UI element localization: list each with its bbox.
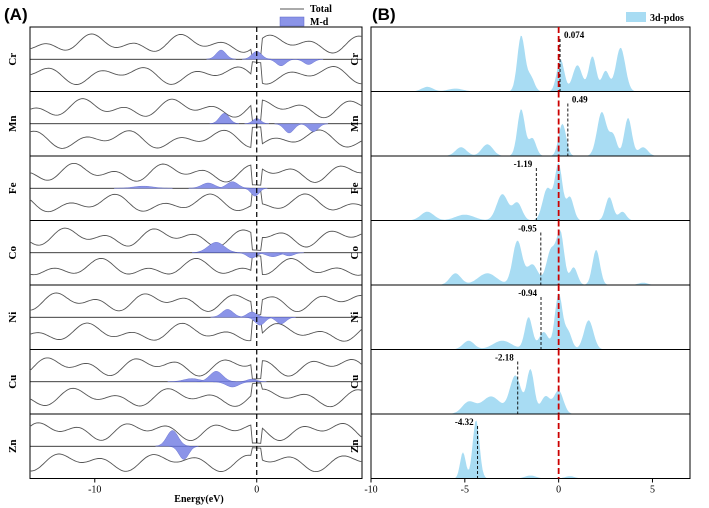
panel-b-x-tick-label: 5 xyxy=(650,485,655,496)
panel-a-row-mn: Mn xyxy=(7,91,363,157)
legend-md-swatch xyxy=(279,16,305,27)
row-label-cu: Cu xyxy=(349,375,361,389)
metal-d-dos-peak xyxy=(245,317,275,326)
metal-d-dos-peak xyxy=(242,188,268,197)
legend-3d-pdos-swatch xyxy=(626,12,646,22)
metal-d-dos-peak xyxy=(209,113,239,124)
total-dos-spin-up-line xyxy=(29,227,363,251)
legend-3d-pdos-label: 3d-pdos xyxy=(650,13,684,24)
total-dos-spin-down-line xyxy=(29,126,363,149)
legend-md-label: M-d xyxy=(310,17,329,28)
row-label-cr: Cr xyxy=(7,53,19,66)
row-label-mn: Mn xyxy=(349,116,361,133)
panel-a-tag: (A) xyxy=(4,5,28,24)
3d-pdos-area xyxy=(371,229,690,285)
metal-d-dos-peak xyxy=(266,317,296,325)
total-dos-spin-down-line xyxy=(29,382,363,408)
3d-pdos-area xyxy=(371,293,690,350)
panel-a-row-ni: Ni xyxy=(7,284,363,350)
total-dos-spin-up-line xyxy=(29,357,363,380)
metal-d-dos-peak xyxy=(191,242,241,253)
panel-a-row-cr: Cr xyxy=(7,26,363,92)
metal-d-dos-peak xyxy=(155,430,190,447)
total-dos-spin-up-line xyxy=(29,98,363,122)
metal-d-dos-peak xyxy=(114,186,173,189)
total-dos-spin-up-line xyxy=(29,422,363,444)
panel-b-row-cu: -2.18 Cu xyxy=(349,349,691,415)
row-frame xyxy=(370,413,691,479)
total-dos-spin-down-line xyxy=(29,319,363,342)
panel-a-legend: Total M-d xyxy=(279,4,332,28)
row-label-co: Co xyxy=(349,246,361,260)
d-band-center-label: 0.49 xyxy=(572,95,588,105)
panel-b-x-tick-label: -5 xyxy=(461,485,469,496)
metal-d-dos-peak xyxy=(274,252,304,257)
metal-d-dos-peak xyxy=(293,59,324,65)
metal-d-dos-peak xyxy=(274,123,304,134)
panel-b-tag: (B) xyxy=(372,5,396,24)
panel-a-row-fe: Fe xyxy=(7,155,363,221)
3d-pdos-area xyxy=(371,368,690,414)
total-dos-spin-down-line xyxy=(29,255,363,276)
panel-a-x-axis-title: Energy(eV) xyxy=(174,494,223,505)
3d-pdos-area xyxy=(371,162,690,221)
row-label-ni: Ni xyxy=(7,312,19,323)
d-band-center-label: -0.95 xyxy=(518,224,537,234)
metal-d-dos-peak xyxy=(210,309,245,318)
3d-pdos-area xyxy=(371,109,690,156)
metal-d-dos-peak xyxy=(215,181,250,189)
d-band-center-label: -2.18 xyxy=(495,353,514,363)
row-label-cr: Cr xyxy=(349,53,361,66)
metal-d-dos-peak xyxy=(237,311,267,318)
legend-total-label: Total xyxy=(310,4,332,15)
panel-b-x-tick-label: -10 xyxy=(364,485,377,496)
panel-a-row-co: Co xyxy=(7,220,363,286)
d-band-center-label: 0.074 xyxy=(564,30,585,40)
3d-pdos-area xyxy=(371,420,690,479)
row-label-mn: Mn xyxy=(7,116,19,133)
metal-d-dos-peak xyxy=(206,49,236,60)
panel-b-3d-pdos: (B) 0.074 Cr 0.49 Mn -1.19 Fe -0.95 Co -0.94 Ni -2… xyxy=(349,5,691,496)
panel-b-row-cr: 0.074 Cr xyxy=(349,26,691,92)
metal-d-dos-peak xyxy=(298,123,329,132)
panel-b-legend: 3d-pdos xyxy=(626,12,684,24)
metal-d-dos-peak xyxy=(266,59,296,67)
panel-a-row-zn: Zn xyxy=(7,413,363,479)
total-dos-spin-up-line xyxy=(29,33,363,59)
panel-a-row-cu: Cu xyxy=(7,349,363,415)
panel-b-row-ni: -0.94 Ni xyxy=(349,284,691,350)
d-band-center-label: -4.32 xyxy=(455,417,474,427)
3d-pdos-area xyxy=(371,35,690,92)
metal-d-dos-peak xyxy=(212,381,252,388)
row-label-co: Co xyxy=(7,246,19,260)
row-label-cu: Cu xyxy=(7,375,19,389)
total-dos-spin-down-line xyxy=(29,190,363,213)
panel-b-row-mn: 0.49 Mn xyxy=(349,91,691,157)
panel-b-x-tick-label: 0 xyxy=(556,485,561,496)
panel-a-x-tick-label: -10 xyxy=(88,485,101,496)
total-dos-spin-down-line xyxy=(30,447,363,473)
row-label-fe: Fe xyxy=(7,182,19,194)
total-dos-spin-down-line xyxy=(29,61,362,85)
metal-d-dos-peak xyxy=(196,371,236,382)
metal-d-dos-peak xyxy=(237,378,267,382)
row-label-zn: Zn xyxy=(349,440,361,453)
row-label-zn: Zn xyxy=(7,440,19,453)
panel-a-x-tick-label: 0 xyxy=(254,485,259,496)
panel-b-row-fe: -1.19 Fe xyxy=(349,155,691,221)
total-dos-spin-up-line xyxy=(29,292,363,316)
row-label-fe: Fe xyxy=(349,182,361,194)
panel-b-row-zn: -4.32 Zn xyxy=(349,413,691,479)
total-dos-spin-up-line xyxy=(29,162,363,186)
row-label-ni: Ni xyxy=(349,312,361,323)
panel-a-total-and-d-dos: (A) Cr Mn Fe Co Ni Cu Zn -10 0 Total M-d Energy(… xyxy=(4,4,363,505)
metal-d-dos-peak xyxy=(169,446,199,460)
panel-b-row-co: -0.95 Co xyxy=(349,220,691,286)
d-band-center-label: -1.19 xyxy=(514,159,533,169)
d-band-center-label: -0.94 xyxy=(518,288,537,298)
